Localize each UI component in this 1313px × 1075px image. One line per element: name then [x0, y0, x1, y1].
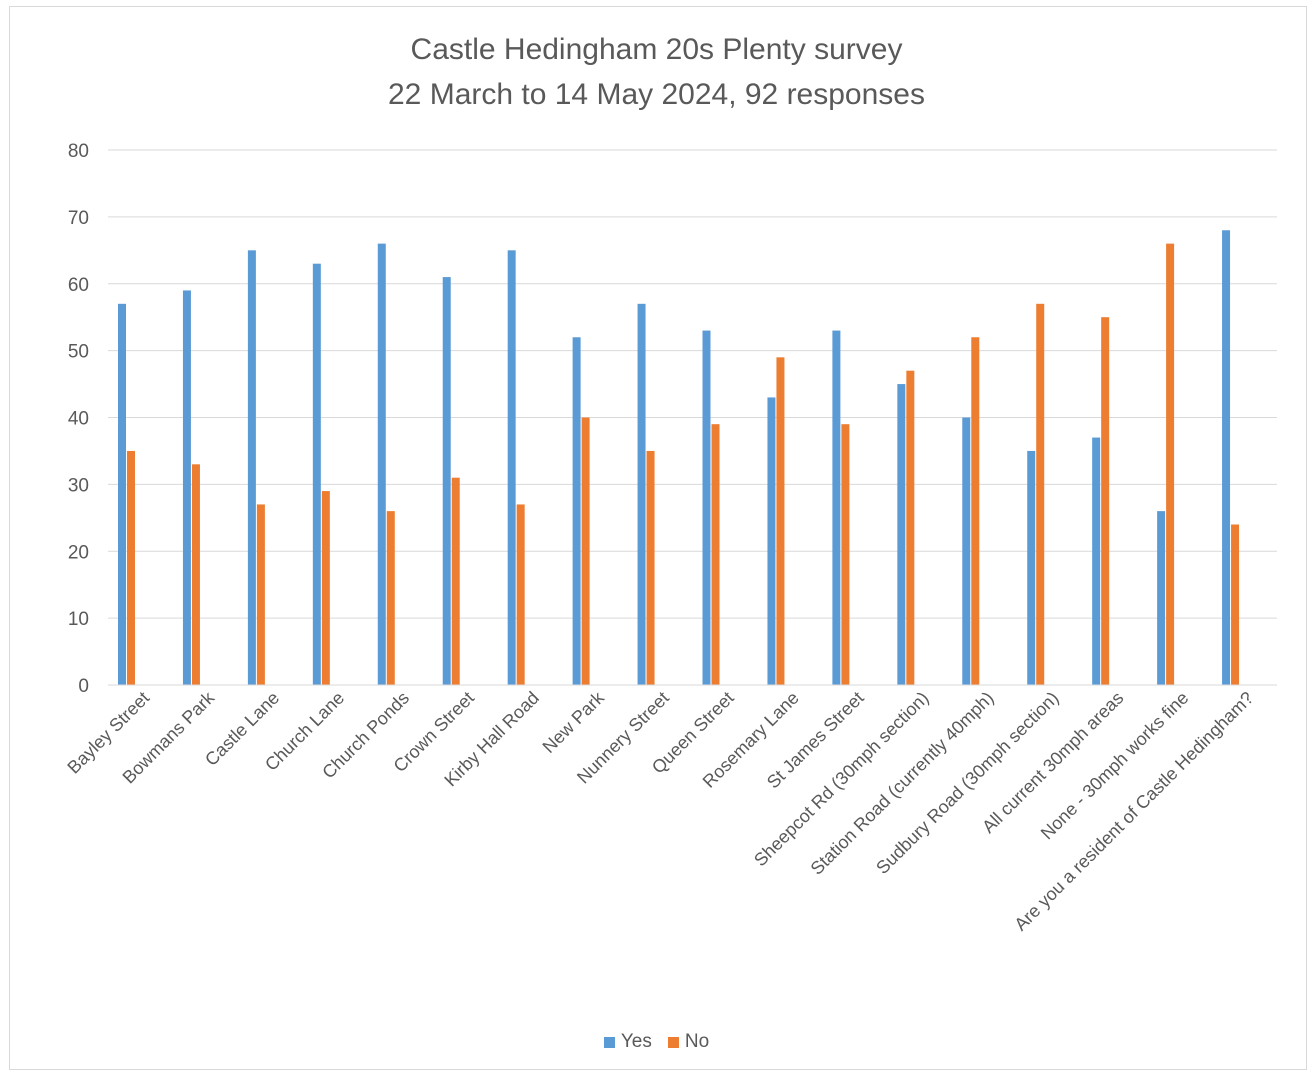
- bar-yes-8: [637, 303, 646, 685]
- legend: Yes No: [0, 1031, 1313, 1053]
- bar-no-3: [321, 491, 330, 685]
- bar-yes-5: [442, 277, 451, 685]
- bar-yes-2: [247, 250, 256, 685]
- bar-yes-16: [1157, 511, 1166, 685]
- bar-no-0: [127, 450, 135, 685]
- legend-swatch-no: [667, 1036, 679, 1048]
- bar-yes-14: [1027, 450, 1036, 685]
- bar-no-5: [451, 477, 460, 685]
- y-tick-label: 80: [68, 141, 89, 162]
- bar-yes-0: [118, 303, 126, 685]
- bar-no-15: [1101, 317, 1110, 685]
- bar-no-7: [581, 417, 590, 685]
- chart-subtitle: 22 March to 14 May 2024, 92 responses: [388, 78, 925, 111]
- bar-no-11: [841, 424, 850, 685]
- legend-item-no: No: [667, 1031, 710, 1053]
- y-tick-label: 70: [68, 208, 89, 229]
- bar-yes-11: [832, 330, 841, 685]
- bar-no-13: [971, 337, 980, 685]
- x-tick-label: New Park: [539, 687, 609, 757]
- chart-frame: [9, 6, 1307, 1070]
- legend-swatch-yes: [603, 1036, 615, 1048]
- y-tick-label: 0: [78, 676, 89, 697]
- bar-yes-9: [702, 330, 711, 685]
- bar-yes-12: [897, 384, 906, 685]
- legend-label-yes: Yes: [620, 1031, 652, 1052]
- legend-label-no: No: [684, 1031, 710, 1052]
- bar-no-10: [776, 357, 785, 685]
- bar-no-8: [646, 450, 655, 685]
- bar-yes-17: [1222, 230, 1231, 685]
- y-tick-label: 50: [68, 342, 89, 363]
- bar-yes-1: [182, 290, 191, 685]
- bar-yes-13: [962, 417, 971, 685]
- y-tick-label: 10: [68, 609, 89, 630]
- bar-no-12: [906, 370, 915, 685]
- bar-yes-4: [377, 243, 386, 685]
- bar-no-2: [256, 504, 265, 685]
- bar-yes-7: [572, 337, 581, 685]
- y-tick-label: 40: [68, 409, 89, 430]
- bar-no-14: [1036, 303, 1045, 685]
- chart-title: Castle Hedingham 20s Plenty survey: [410, 33, 903, 66]
- bar-no-4: [386, 511, 395, 685]
- bar-yes-6: [507, 250, 516, 685]
- y-tick-label: 60: [68, 275, 89, 296]
- legend-item-yes: Yes: [603, 1031, 652, 1053]
- y-tick-label: 30: [68, 475, 89, 496]
- bar-no-16: [1166, 243, 1175, 685]
- bar-yes-10: [767, 397, 776, 685]
- x-tick-label: Are you a resident of Castle Hedingham?: [1010, 688, 1257, 935]
- bar-no-6: [516, 504, 525, 685]
- y-tick-label: 20: [68, 542, 89, 563]
- bar-no-17: [1231, 524, 1240, 685]
- bar-yes-15: [1092, 437, 1101, 685]
- bar-yes-3: [312, 263, 321, 685]
- bar-no-1: [191, 464, 200, 685]
- bar-no-9: [711, 424, 720, 685]
